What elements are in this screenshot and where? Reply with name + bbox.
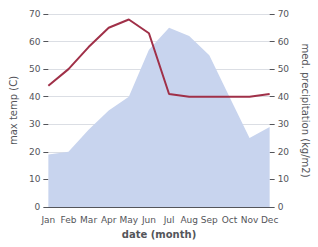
svg-text:Jul: Jul — [163, 215, 175, 225]
svg-text:40: 40 — [29, 92, 41, 102]
svg-text:Oct: Oct — [222, 215, 238, 225]
svg-text:Aug: Aug — [180, 215, 198, 225]
svg-text:40: 40 — [278, 92, 290, 102]
svg-text:May: May — [120, 215, 139, 225]
svg-text:70: 70 — [29, 9, 41, 19]
svg-text:date (month): date (month) — [122, 229, 196, 240]
svg-text:50: 50 — [278, 64, 290, 74]
svg-text:30: 30 — [278, 119, 290, 129]
svg-text:Sep: Sep — [201, 215, 218, 225]
svg-text:20: 20 — [29, 147, 41, 157]
svg-text:Jan: Jan — [40, 215, 55, 225]
svg-text:0: 0 — [278, 202, 284, 212]
svg-text:60: 60 — [278, 37, 290, 47]
svg-text:10: 10 — [29, 174, 41, 184]
svg-text:Apr: Apr — [101, 215, 117, 225]
svg-text:20: 20 — [278, 147, 290, 157]
svg-text:60: 60 — [29, 37, 41, 47]
svg-text:Feb: Feb — [61, 215, 77, 225]
svg-text:70: 70 — [278, 9, 290, 19]
svg-text:Dec: Dec — [261, 215, 278, 225]
svg-text:10: 10 — [278, 174, 290, 184]
svg-text:50: 50 — [29, 64, 41, 74]
svg-text:Nov: Nov — [241, 215, 259, 225]
svg-text:max temp (C): max temp (C) — [8, 76, 19, 145]
svg-text:Mar: Mar — [80, 215, 97, 225]
svg-text:30: 30 — [29, 119, 41, 129]
svg-text:0: 0 — [35, 202, 41, 212]
svg-text:Jun: Jun — [141, 215, 156, 225]
svg-text:med. precipitation (kg/m2): med. precipitation (kg/m2) — [300, 43, 311, 177]
